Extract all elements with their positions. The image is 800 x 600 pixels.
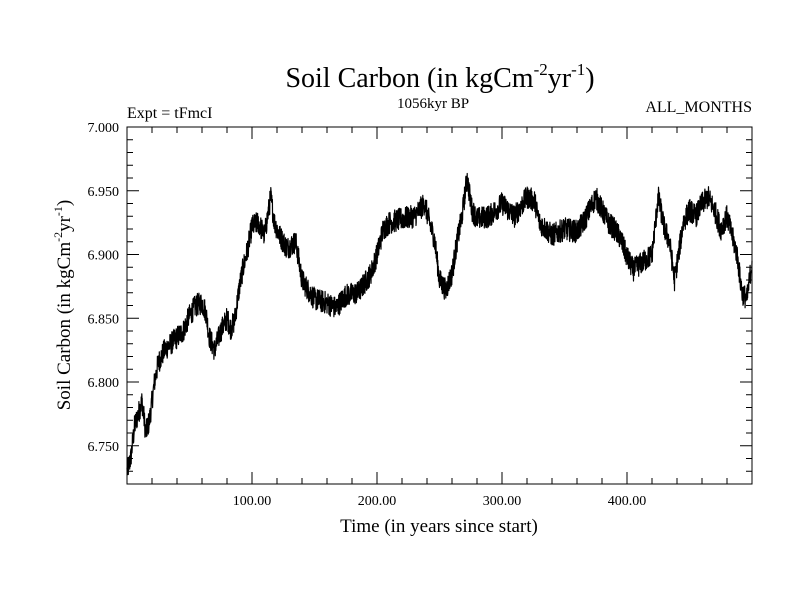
chart-title: Soil Carbon (in kgCm-2yr-1)	[285, 60, 594, 94]
y-tick-label: 6.900	[88, 249, 120, 264]
x-axis-label: Time (in years since start)	[340, 516, 538, 537]
y-tick-label: 6.800	[88, 376, 120, 391]
y-tick-label: 6.750	[88, 440, 120, 455]
y-axis-ticks: 6.750 6.800 6.850 6.900 6.950 7.000	[88, 121, 752, 472]
y-tick-label: 6.950	[88, 185, 120, 200]
x-tick-label: 100.00	[233, 494, 272, 509]
plot-frame	[126, 126, 753, 485]
x-axis-ticks: 100.00 200.00 300.00 400.00	[151, 127, 728, 509]
data-line-soil-carbon	[126, 172, 753, 476]
x-tick-label: 400.00	[608, 494, 647, 509]
x-tick-label: 300.00	[483, 494, 522, 509]
y-axis-label: Soil Carbon (in kgCm-2yr-1)	[51, 200, 75, 411]
months-label: ALL_MONTHS	[645, 99, 752, 116]
x-tick-label: 200.00	[358, 494, 397, 509]
y-tick-label: 7.000	[88, 121, 120, 136]
y-tick-label: 6.850	[88, 312, 120, 327]
period-label: 1056kyr BP	[397, 96, 469, 112]
experiment-label: Expt = tFmcI	[127, 105, 212, 122]
